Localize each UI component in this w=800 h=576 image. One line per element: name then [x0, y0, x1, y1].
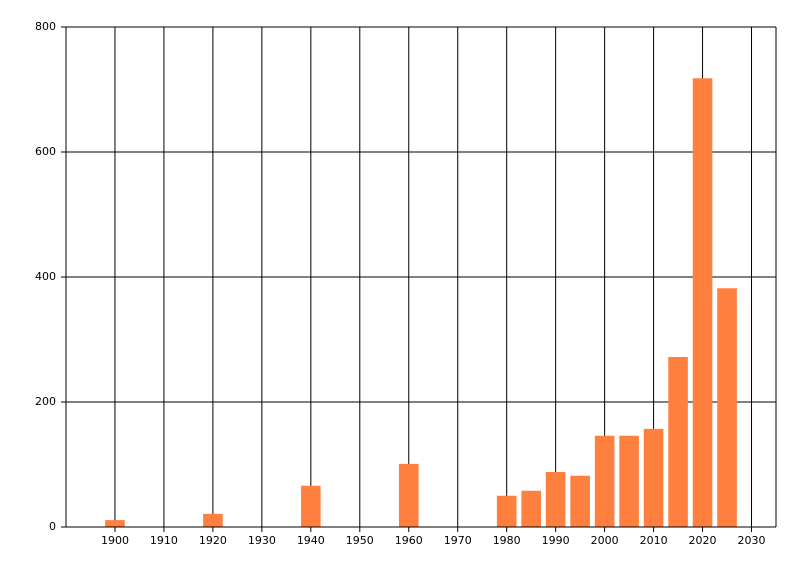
bar — [521, 490, 541, 527]
x-tick-label: 1920 — [199, 534, 227, 547]
x-tick-label: 1990 — [542, 534, 570, 547]
x-tick-label: 1940 — [297, 534, 325, 547]
bar — [619, 435, 639, 527]
x-tick-label: 1960 — [395, 534, 423, 547]
bar — [570, 475, 590, 527]
x-tick-label: 2030 — [738, 534, 766, 547]
x-tick-label: 1970 — [444, 534, 472, 547]
bar — [692, 78, 713, 527]
y-tick-label: 600 — [35, 145, 56, 158]
y-tick-label: 800 — [35, 20, 56, 33]
y-tick-label: 400 — [35, 270, 56, 283]
bar — [717, 288, 737, 527]
x-tick-label: 1950 — [346, 534, 374, 547]
bar — [105, 520, 125, 527]
bar — [668, 357, 688, 527]
bar — [203, 513, 223, 527]
y-tick-label: 200 — [35, 395, 56, 408]
x-tick-label: 1930 — [248, 534, 276, 547]
x-tick-label: 2010 — [640, 534, 668, 547]
x-tick-label: 2000 — [591, 534, 619, 547]
bar — [643, 428, 664, 527]
y-tick-label: 0 — [49, 520, 56, 533]
bar — [545, 472, 566, 527]
bar — [496, 495, 517, 527]
x-tick-label: 1900 — [101, 534, 129, 547]
bar — [301, 485, 321, 527]
x-tick-label: 2020 — [689, 534, 717, 547]
x-tick-label: 1980 — [493, 534, 521, 547]
x-tick-label: 1910 — [150, 534, 178, 547]
bar — [398, 463, 419, 527]
bar — [594, 435, 615, 527]
